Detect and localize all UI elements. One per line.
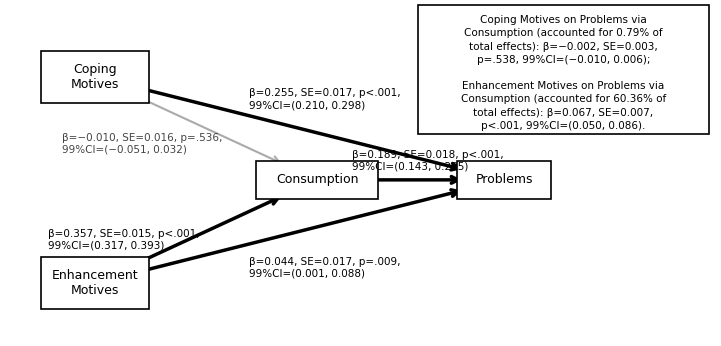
Text: β=0.189, SE=0.018, p<.001,
99%CI=(0.143, 0.235): β=0.189, SE=0.018, p<.001, 99%CI=(0.143,… [352,150,503,172]
Text: β=0.255, SE=0.017, p<.001,
99%CI=(0.210, 0.298): β=0.255, SE=0.017, p<.001, 99%CI=(0.210,… [249,89,401,110]
FancyBboxPatch shape [257,161,379,199]
Text: β=0.044, SE=0.017, p=.009,
99%CI=(0.001, 0.088): β=0.044, SE=0.017, p=.009, 99%CI=(0.001,… [249,257,401,278]
Text: β=0.357, SE=0.015, p<.001,
99%CI=(0.317, 0.393): β=0.357, SE=0.015, p<.001, 99%CI=(0.317,… [48,229,200,251]
Text: Coping
Motives: Coping Motives [71,63,119,91]
Text: Coping Motives on Problems via
Consumption (accounted for 0.79% of
total effects: Coping Motives on Problems via Consumpti… [461,15,666,131]
Text: Consumption: Consumption [276,173,358,186]
Text: Problems: Problems [475,173,533,186]
FancyBboxPatch shape [418,5,709,134]
Text: β=−0.010, SE=0.016, p=.536,
99%CI=(−0.051, 0.032): β=−0.010, SE=0.016, p=.536, 99%CI=(−0.05… [63,133,223,155]
FancyBboxPatch shape [41,51,149,103]
FancyBboxPatch shape [41,257,149,309]
FancyBboxPatch shape [457,161,551,199]
Text: Enhancement
Motives: Enhancement Motives [51,269,138,297]
